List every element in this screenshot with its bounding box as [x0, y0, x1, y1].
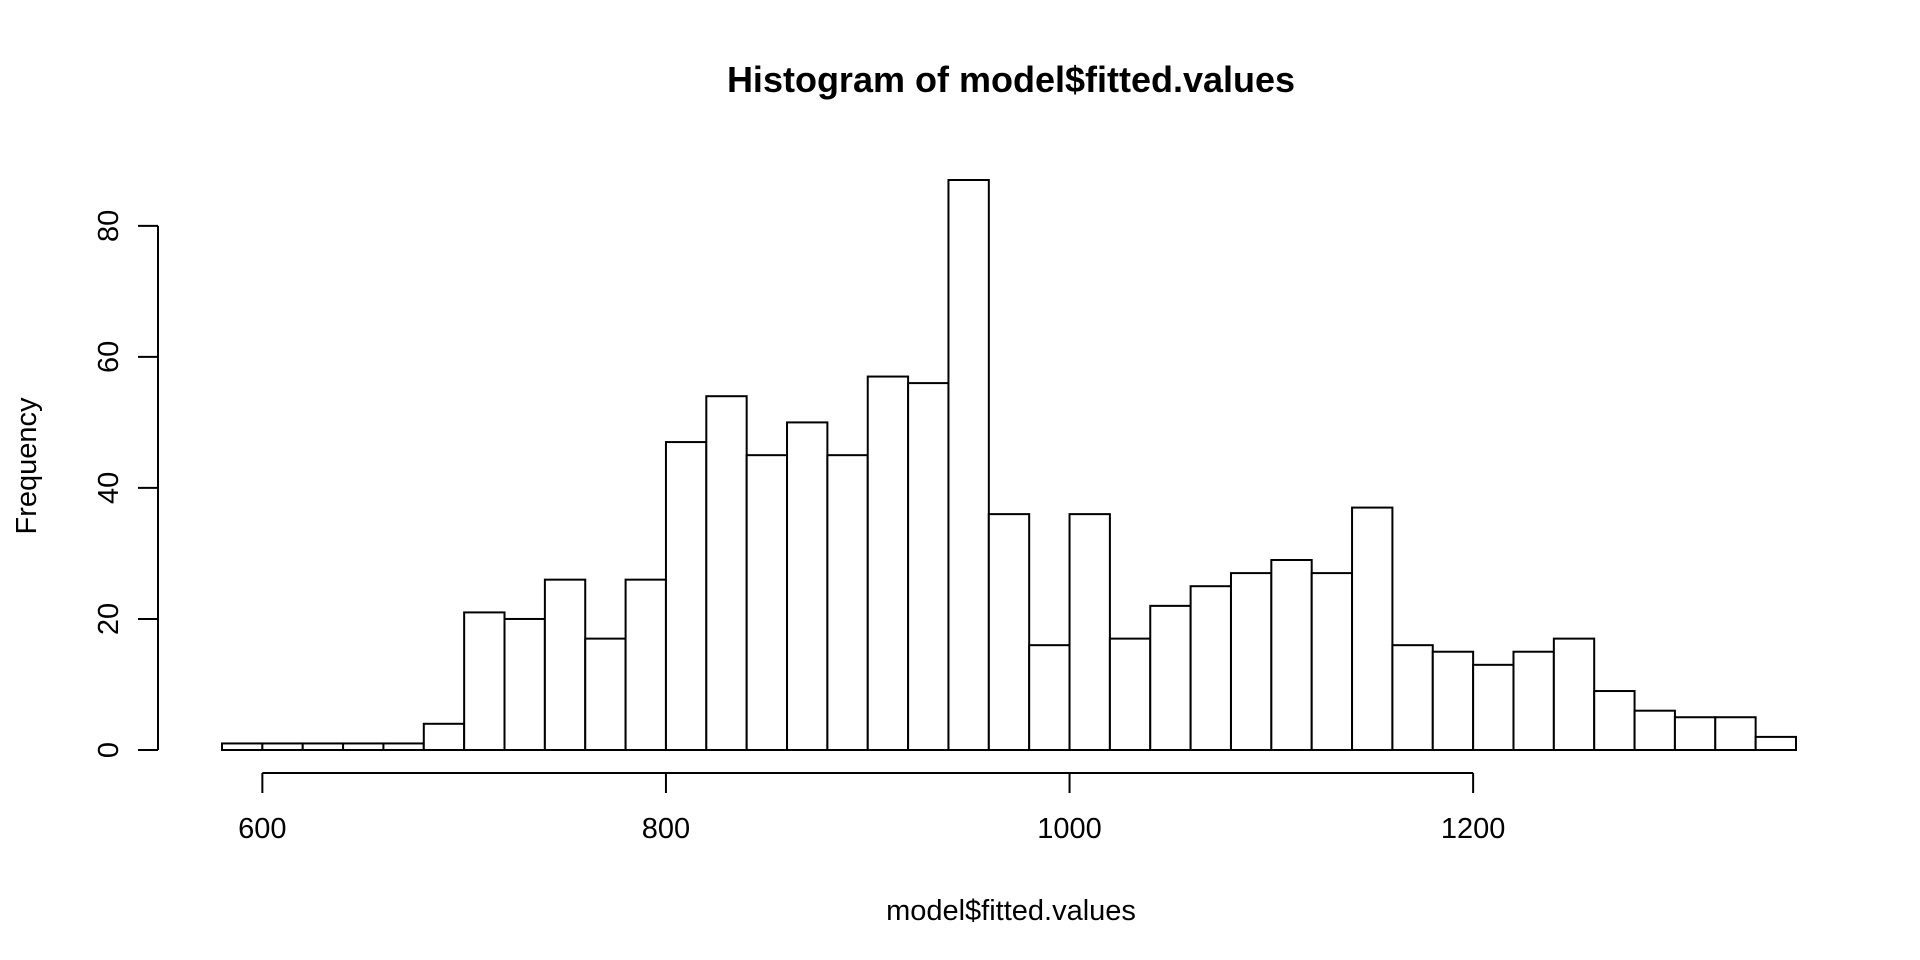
- histogram-bar: [1189, 585, 1232, 752]
- histogram-bar: [1593, 690, 1636, 752]
- histogram-bar: [745, 454, 789, 751]
- histogram-bar: [1108, 637, 1152, 751]
- histogram-bar: [866, 375, 910, 751]
- histogram-bar: [1472, 663, 1515, 751]
- y-tick-label: 80: [93, 210, 125, 242]
- histogram-bar: [1229, 572, 1273, 751]
- histogram-bar: [422, 722, 466, 751]
- chart-title: Histogram of model$fitted.values: [727, 59, 1295, 100]
- histogram-bar: [1552, 637, 1596, 751]
- histogram-bar: [1431, 650, 1475, 751]
- histogram-bar: [1351, 506, 1394, 751]
- histogram-bar: [1068, 513, 1111, 752]
- x-tick-label: 600: [238, 813, 286, 845]
- histogram-bar: [1149, 604, 1192, 751]
- histogram-bar: [705, 395, 748, 751]
- histogram-bar: [826, 454, 869, 751]
- histogram-bar: [907, 382, 950, 751]
- x-tick-label: 1000: [1037, 813, 1102, 845]
- histogram-bar: [543, 578, 587, 751]
- y-tick-label: 60: [93, 341, 125, 373]
- y-tick-label: 40: [93, 472, 125, 504]
- y-tick-label: 20: [93, 603, 125, 635]
- y-axis-label: Frequency: [11, 397, 43, 535]
- histogram-bar: [301, 742, 345, 752]
- x-axis: 600 800 1000 1200: [238, 772, 1506, 845]
- histogram-bar: [1310, 572, 1354, 751]
- x-axis-label: model$fitted.values: [886, 895, 1136, 927]
- histogram-bar: [463, 611, 506, 752]
- histogram-bar: [987, 513, 1031, 752]
- histogram-bar: [1673, 716, 1717, 752]
- histogram-bar: [947, 179, 990, 751]
- histogram-bar: [342, 742, 385, 752]
- histogram-bar: [221, 742, 264, 752]
- histogram-bars: [221, 179, 1797, 752]
- histogram-bar: [624, 578, 667, 751]
- histogram-bar: [1028, 644, 1071, 752]
- histogram-bar: [1754, 735, 1797, 751]
- histogram-bar: [261, 742, 304, 752]
- histogram-bar: [1714, 716, 1757, 752]
- y-tick-label: 0: [93, 742, 125, 758]
- histogram-bar: [584, 637, 627, 751]
- y-axis: 0 20 40 60 80: [93, 210, 159, 758]
- histogram-bar: [503, 617, 546, 751]
- histogram-bar: [1633, 709, 1676, 751]
- histogram-bar: [664, 441, 708, 751]
- x-tick-label: 1200: [1441, 813, 1506, 845]
- histogram-bar: [1270, 559, 1313, 751]
- histogram-bar: [786, 421, 829, 751]
- histogram-bar: [382, 742, 425, 752]
- histogram-bar: [1512, 650, 1555, 751]
- histogram-bar: [1391, 644, 1434, 752]
- x-tick-label: 800: [642, 813, 690, 845]
